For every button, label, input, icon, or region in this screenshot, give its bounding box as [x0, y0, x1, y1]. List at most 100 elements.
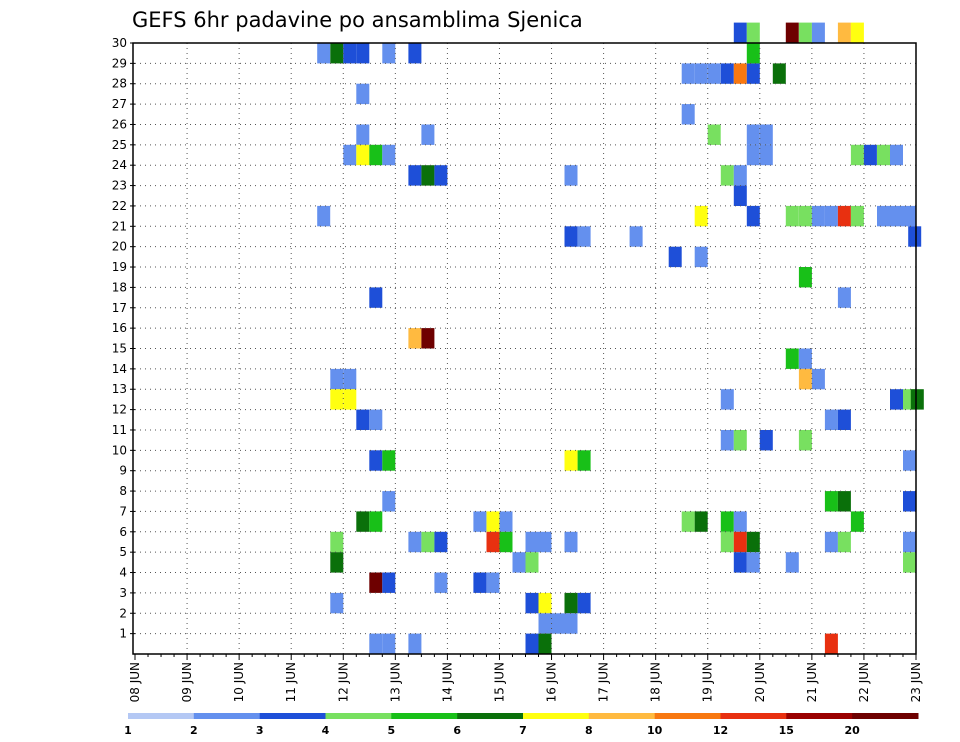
y-tick-label: 19 — [112, 260, 127, 274]
heatmap-cell — [759, 430, 773, 451]
heatmap-cell — [746, 63, 760, 84]
heatmap-cell — [486, 511, 500, 532]
heatmap-cell — [720, 511, 734, 532]
x-tick-label: 12 JUN — [336, 662, 350, 702]
x-tick-label: 20 JUN — [753, 662, 767, 702]
y-tick-label: 21 — [112, 219, 127, 233]
heatmap-cell — [798, 368, 812, 390]
heatmap-cell — [720, 531, 734, 553]
heatmap-cell — [564, 613, 578, 634]
heatmap-cell — [538, 613, 552, 634]
heatmap-cell — [694, 205, 708, 227]
y-tick-label: 20 — [112, 240, 127, 254]
heatmap-cell — [746, 552, 760, 573]
heatmap-cell — [369, 287, 383, 308]
heatmap-cell — [837, 287, 851, 308]
heatmap-cell — [746, 43, 760, 64]
heatmap-cell — [564, 450, 578, 471]
x-tick-label: 11 JUN — [284, 662, 298, 702]
heatmap-cell — [538, 592, 552, 614]
colorbar-tick-label: 7 — [519, 724, 527, 737]
heatmap-cell — [798, 22, 812, 43]
heatmap-cell — [564, 592, 578, 614]
heatmap-cell — [668, 246, 682, 268]
heatmap-cell — [733, 22, 747, 43]
x-tick-label: 19 JUN — [701, 662, 715, 702]
colorbar-swatch — [128, 713, 195, 719]
x-tick-label: 09 JUN — [180, 662, 194, 702]
heatmap-cell — [785, 348, 799, 369]
heatmap-cell — [421, 328, 435, 349]
x-tick-label: 08 JUN — [128, 662, 142, 702]
heatmap-cell — [330, 592, 344, 614]
heatmap-cell — [382, 450, 396, 471]
x-tick-label: 10 JUN — [232, 662, 246, 702]
heatmap-cell — [369, 511, 383, 532]
heatmap-cell — [903, 491, 916, 512]
heatmap-cell — [421, 124, 435, 145]
heatmap-cell — [824, 205, 838, 227]
heatmap-cell — [343, 389, 357, 410]
y-tick-label: 16 — [112, 321, 127, 335]
heatmap-cell — [434, 572, 448, 593]
heatmap-cell — [382, 572, 396, 593]
y-tick-label: 24 — [112, 158, 127, 172]
x-tick-label: 15 JUN — [492, 662, 506, 702]
heatmap-cell — [908, 226, 922, 247]
heatmap-cell — [694, 63, 708, 84]
colorbar-swatch — [259, 713, 326, 719]
colorbar-tick-label: 1 — [124, 724, 132, 737]
heatmap-cell — [863, 144, 877, 166]
heatmap-cell — [330, 389, 344, 410]
heatmap-cell — [382, 633, 396, 654]
heatmap-cell — [798, 348, 812, 369]
grid-lines — [135, 43, 916, 654]
heatmap-cell — [837, 205, 851, 227]
heatmap-cell — [538, 633, 552, 654]
heatmap-cell — [356, 124, 370, 145]
heatmap-cell — [746, 144, 760, 166]
heatmap-cell — [330, 368, 344, 390]
heatmap-cell — [369, 144, 383, 166]
heatmap-cell — [356, 511, 370, 532]
heatmap-cell — [577, 226, 591, 247]
colorbar-swatch — [391, 713, 458, 719]
x-tick-label: 14 JUN — [440, 662, 454, 702]
heatmap-cell — [824, 633, 838, 654]
heatmap-cell — [408, 328, 422, 349]
heatmap-cell — [577, 450, 591, 471]
heatmap-cell — [785, 22, 799, 43]
heatmap-cell — [382, 43, 396, 64]
heatmap-cell — [551, 613, 565, 634]
colorbar-swatch — [457, 713, 524, 719]
heatmap-cell — [694, 511, 708, 532]
heatmap-cell — [903, 450, 916, 471]
y-tick-label: 10 — [112, 443, 127, 457]
heatmap-cell — [877, 205, 890, 227]
heatmap-cell — [343, 368, 357, 390]
colorbar-tick-label: 10 — [647, 724, 663, 737]
y-tick-label: 1 — [119, 627, 127, 641]
colorbar-swatch — [654, 713, 721, 719]
heatmap-cell — [850, 144, 864, 166]
heatmap-cell — [330, 43, 344, 64]
x-tick-label: 21 JUN — [805, 662, 819, 702]
colorbar-swatch — [786, 713, 853, 719]
colorbar-tick-label: 3 — [256, 724, 264, 737]
colorbar-swatch — [193, 713, 261, 719]
heatmap-cell — [785, 552, 799, 573]
heatmap-cell — [903, 552, 916, 573]
heatmap-cell — [837, 22, 851, 43]
y-tick-label: 8 — [119, 484, 127, 498]
x-tick-label: 22 JUN — [857, 662, 871, 702]
y-axis: 1234567891011121314151617181920212223242… — [112, 36, 135, 641]
heatmap-cell — [369, 450, 383, 471]
heatmap-cell — [824, 491, 838, 512]
y-tick-label: 29 — [112, 56, 127, 70]
heatmap-cell — [564, 165, 578, 186]
heatmap-cell — [408, 531, 422, 553]
heatmap-cell — [733, 430, 747, 451]
heatmap-cell — [733, 531, 747, 553]
colorbar: 1 2 3 4 5 6 7 8 10 12 15 20 — [124, 713, 919, 737]
heatmap-cell — [720, 165, 734, 186]
